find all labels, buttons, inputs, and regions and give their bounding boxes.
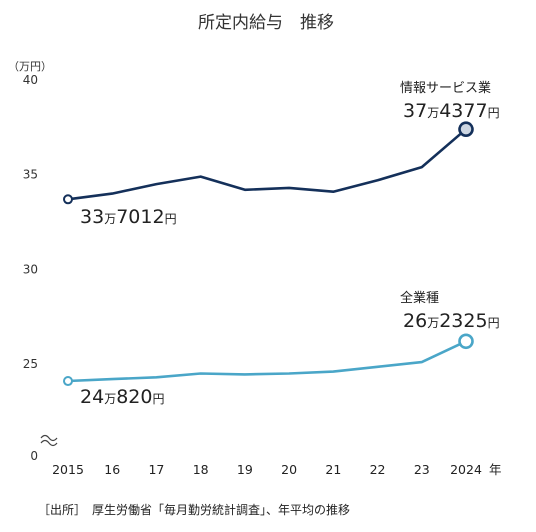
value-label-all-2024-small: 万 [427,316,439,330]
value-label-info-2024-unit: 円 [488,106,500,120]
x-tick-label: 2024 [450,462,482,477]
value-label-all-2015-big2: 820 [116,386,152,408]
chart-title: 所定内給与 推移 [198,13,334,33]
value-label-all-2024-unit: 円 [488,316,500,330]
series-layer [63,121,474,387]
y-tick-label: 30 [23,262,38,276]
end-point-marker [458,121,474,138]
series-line-0 [66,127,468,201]
y-tick-labels: 0 25 30 35 40 [23,73,38,463]
y-tick-label: 0 [30,449,38,463]
x-tick-label: 21 [325,462,341,477]
value-label-info-2024: 37万4377円 [403,100,500,122]
x-tick-label: 16 [104,462,120,477]
series-name-info-service: 情報サービス業 [400,80,491,96]
value-label-info-2024-big1: 37 [403,100,427,122]
x-tick-label: 20 [281,462,297,477]
x-tick-label: 19 [237,462,253,477]
value-label-info-2015: 33万7012円 [80,206,177,228]
x-tick-label: 2015 [52,462,84,477]
value-label-all-2015: 24万820円 [80,386,164,408]
value-label-info-2015-small: 万 [104,212,116,226]
value-label-all-2024-big2: 2325 [439,310,487,332]
series-line-1 [66,339,468,383]
value-label-all-2024: 26万2325円 [403,310,500,332]
x-tick-label: 23 [414,462,430,477]
y-tick-label: 35 [23,168,38,182]
series-name-all-industries: 全業種 [400,290,439,306]
source-note: ［出所］ 厚生労働省「毎月勤労統計調査」、年平均の推移 [38,502,350,517]
value-label-all-2015-unit: 円 [152,392,164,406]
x-tick-labels: 2015 16 17 18 19 20 21 22 23 2024 [52,462,482,477]
value-label-info-2015-big2: 7012 [116,206,164,228]
x-tick-label: 22 [370,462,386,477]
value-label-info-2015-unit: 円 [165,212,177,226]
y-tick-label: 25 [23,357,38,371]
x-tick-label: 17 [148,462,164,477]
value-label-info-2015-big1: 33 [80,206,104,228]
x-tick-label: 18 [193,462,209,477]
value-label-all-2024-big1: 26 [403,310,427,332]
start-point-marker [63,194,73,205]
x-axis-unit: 年 [489,462,502,477]
value-label-all-2015-small: 万 [104,392,116,406]
value-label-info-2024-small: 万 [427,106,439,120]
start-point-marker [63,376,73,387]
value-label-all-2015-big1: 24 [80,386,104,408]
value-label-info-2024-big2: 4377 [439,100,487,122]
axis-break-icon [40,434,58,447]
end-point-marker [458,333,474,350]
y-tick-label: 40 [23,73,38,87]
y-axis-unit: （万円） [8,60,52,73]
